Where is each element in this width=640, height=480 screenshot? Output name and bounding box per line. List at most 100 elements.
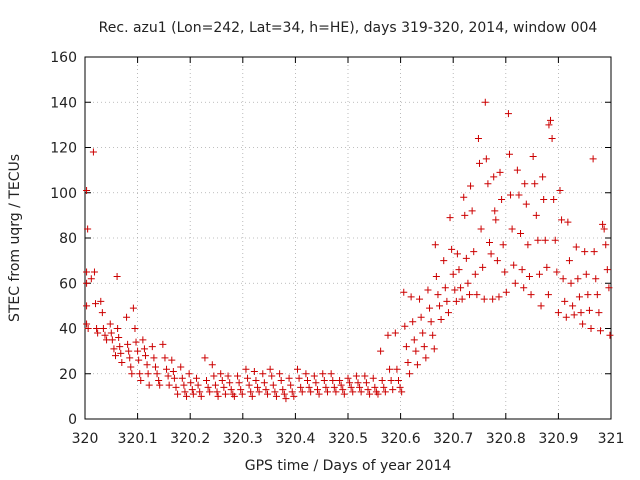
data-point	[145, 381, 153, 389]
data-point	[543, 263, 551, 271]
data-point	[473, 291, 481, 299]
data-point	[155, 377, 163, 385]
data-point	[524, 241, 532, 249]
data-point	[579, 320, 587, 328]
y-tick-label: 60	[59, 276, 77, 292]
data-point	[269, 381, 277, 389]
data-point	[185, 370, 193, 378]
data-point	[234, 372, 242, 380]
data-point	[458, 295, 466, 303]
data-point	[593, 291, 601, 299]
data-point	[290, 392, 298, 400]
data-point	[490, 173, 498, 181]
data-point	[585, 306, 593, 314]
data-point	[135, 356, 143, 364]
x-tick-label: 321	[598, 431, 625, 447]
data-point	[377, 347, 385, 355]
data-point	[525, 272, 533, 280]
x-tick-label: 320.9	[538, 431, 578, 447]
data-point	[238, 390, 246, 398]
data-point	[416, 295, 424, 303]
data-point	[602, 241, 610, 249]
data-point	[268, 372, 276, 380]
data-point	[108, 336, 116, 344]
data-point	[310, 372, 318, 380]
data-point	[424, 286, 432, 294]
data-point	[605, 284, 613, 292]
data-point	[361, 372, 369, 380]
data-point	[462, 254, 470, 262]
data-point	[99, 325, 107, 332]
data-point	[468, 207, 476, 215]
data-point	[250, 367, 258, 375]
data-point	[320, 377, 328, 385]
data-point	[189, 390, 197, 398]
data-point	[169, 367, 177, 375]
data-point	[556, 186, 564, 194]
data-point	[394, 377, 402, 385]
data-point	[596, 327, 604, 335]
data-point	[501, 268, 509, 276]
data-point	[110, 345, 118, 353]
data-point	[264, 390, 272, 398]
data-point	[211, 381, 219, 389]
data-point	[482, 155, 490, 163]
data-point	[461, 211, 469, 219]
data-point	[221, 390, 229, 398]
data-point	[352, 372, 360, 380]
data-point	[92, 300, 100, 308]
data-point	[259, 370, 267, 378]
data-point	[422, 354, 430, 362]
data-point	[541, 236, 549, 244]
data-point	[327, 370, 335, 378]
data-point	[407, 293, 415, 301]
data-point	[474, 134, 482, 142]
data-point	[143, 361, 151, 369]
data-point	[574, 275, 582, 283]
chart-title: Rec. azu1 (Lon=242, Lat=34, h=HE), days …	[99, 20, 598, 36]
data-point	[374, 390, 382, 398]
data-point	[277, 377, 285, 385]
axis-ticks: 0 20 40 60 80 100 120 140 160 320 320.1 320.2 320.3 3…	[50, 50, 624, 447]
data-point	[517, 229, 525, 237]
data-point	[539, 173, 547, 181]
data-point	[124, 340, 132, 348]
data-point	[204, 383, 212, 391]
data-point	[529, 153, 537, 161]
data-point	[606, 331, 614, 339]
data-point	[164, 372, 172, 380]
data-point	[419, 329, 427, 337]
data-point	[550, 196, 558, 204]
data-point	[507, 191, 515, 199]
data-point	[565, 257, 573, 265]
data-point	[126, 354, 134, 362]
y-tick-label: 160	[50, 50, 77, 66]
data-point	[156, 381, 164, 389]
data-point	[558, 216, 566, 224]
data-point	[150, 354, 158, 362]
data-point	[235, 379, 243, 387]
data-point	[413, 361, 421, 369]
data-point	[224, 372, 232, 380]
data-point	[181, 388, 189, 396]
data-point	[437, 315, 445, 323]
x-tick-label: 320.5	[328, 431, 368, 447]
data-point	[479, 263, 487, 271]
data-point	[491, 207, 499, 215]
data-point	[457, 284, 465, 292]
data-point	[451, 286, 459, 294]
data-point	[114, 325, 122, 332]
data-point	[315, 390, 323, 398]
data-point	[554, 309, 562, 317]
y-tick-label: 40	[59, 322, 77, 338]
data-point	[84, 225, 92, 233]
data-point	[220, 383, 228, 391]
data-point	[148, 343, 156, 351]
data-point	[237, 386, 245, 394]
data-point	[436, 302, 444, 310]
data-point	[329, 377, 337, 385]
data-point	[548, 134, 556, 142]
data-point	[161, 354, 169, 362]
data-point	[139, 336, 147, 344]
